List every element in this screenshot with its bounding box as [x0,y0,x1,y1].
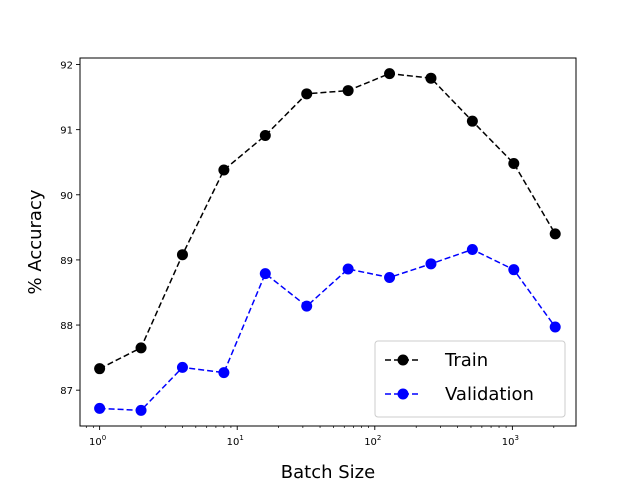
x-tick-exponent: 3 [515,434,519,442]
legend-marker [397,354,409,366]
x-tick-label: 101 [227,434,244,448]
data-point [508,264,520,276]
y-tick-label: 88 [60,321,73,332]
data-point [218,164,230,176]
legend-item: Validation [385,384,534,405]
x-tick-base: 10 [227,437,240,448]
series-line [99,72,556,370]
y-tick-label: 89 [60,256,73,267]
x-tick-base: 10 [364,437,377,448]
legend-item: Train [385,350,488,371]
y-tick-label: 92 [60,61,73,72]
x-tick-label: 100 [89,434,106,448]
data-point [94,363,106,375]
data-point [508,158,520,170]
x-tick-base: 10 [89,437,102,448]
legend-label: Train [444,350,488,371]
data-point [259,130,271,142]
y-tick-label: 91 [60,126,73,137]
data-point [425,72,437,84]
legend-label: Validation [445,384,534,405]
axes-frame [79,57,577,427]
series-line [99,248,556,412]
data-point [301,88,313,100]
x-axis-label: Batch Size [281,462,375,480]
x-tick-base: 10 [502,437,515,448]
x-tick-exponent: 1 [239,434,243,442]
data-point [218,367,230,379]
legend-box [374,340,566,418]
data-point [259,268,271,280]
data-point [384,68,396,80]
data-point [94,402,106,414]
data-point [135,404,147,416]
legend-marker [397,388,409,400]
x-tick-exponent: 0 [102,434,106,442]
data-point [549,228,561,240]
data-point [384,271,396,283]
plot-area [94,68,561,416]
y-tick-label: 90 [60,191,73,202]
data-point [135,342,147,354]
x-tick-exponent: 2 [377,434,381,442]
data-point [342,85,354,97]
data-point [466,243,478,255]
series-validation [94,243,561,416]
data-point [342,263,354,275]
data-point [301,300,313,312]
series-train [94,68,561,375]
legend: Train Validation [374,340,566,418]
data-point [466,115,478,127]
data-point [176,361,188,373]
x-tick-label: 103 [502,434,519,448]
y-axis-label: % Accuracy [25,189,46,294]
y-tick-label: 87 [60,386,73,397]
data-point [425,258,437,270]
data-point [176,249,188,261]
data-point [549,321,561,333]
x-tick-label: 102 [364,434,381,448]
